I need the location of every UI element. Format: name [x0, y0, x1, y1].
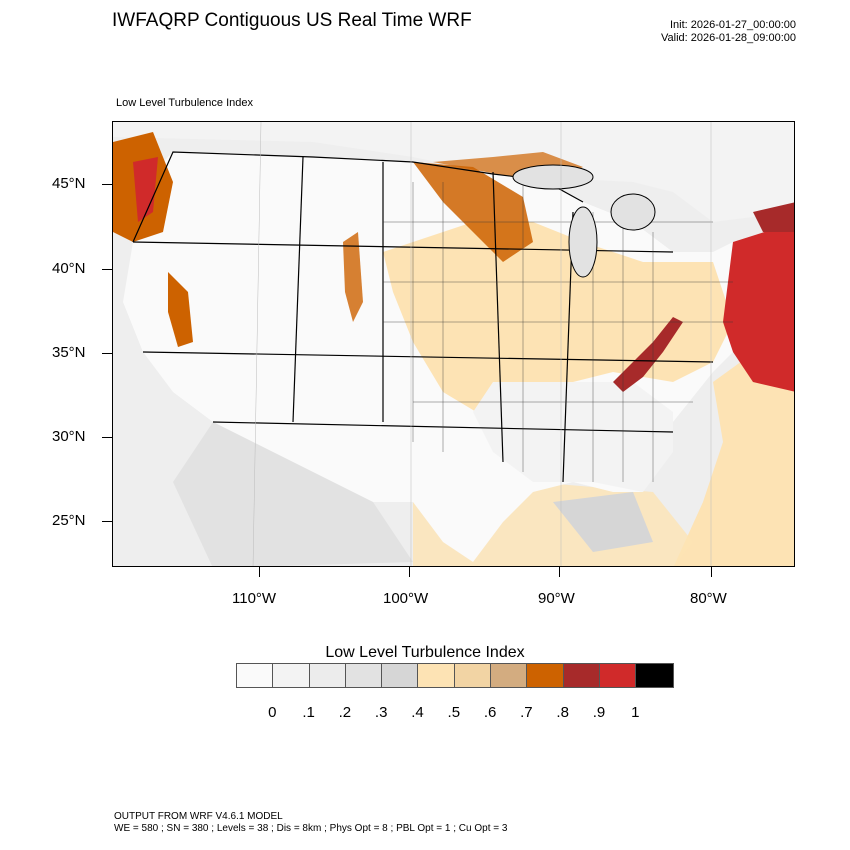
- lake-huron: [610, 193, 656, 231]
- appalachian-red: [613, 317, 683, 392]
- legend-swatch: [273, 664, 310, 687]
- lat-tick: [102, 521, 112, 522]
- legend-swatch: [309, 664, 346, 687]
- legend-tick-label: .6: [483, 704, 497, 721]
- legend-swatch: [237, 664, 274, 687]
- lat-tick: [102, 269, 112, 270]
- lon-label-80: 80°W: [690, 590, 727, 607]
- lon-label-90: 90°W: [538, 590, 575, 607]
- run-times: Init: 2026-01-27_00:00:00 Valid: 2026-01…: [661, 19, 796, 45]
- legend-tick-label: .8: [556, 704, 569, 721]
- map-subtitle: Low Level Turbulence Index: [116, 97, 253, 109]
- lon-tick: [409, 567, 410, 577]
- lon-tick: [711, 567, 712, 577]
- lat-label-45: 45°N: [52, 175, 86, 192]
- lake-michigan: [568, 206, 598, 278]
- lat-tick: [102, 437, 112, 438]
- graticule: [252, 122, 712, 566]
- legend-tick-label: 0: [268, 704, 277, 721]
- valid-time: Valid: 2026-01-28_09:00:00: [661, 32, 796, 44]
- lat-label-40: 40°N: [52, 260, 86, 277]
- lon-tick: [259, 567, 260, 577]
- legend-swatch: [563, 664, 600, 687]
- legend-tick-label: .9: [592, 704, 606, 721]
- map-panel: [112, 121, 795, 567]
- east-coast-darkred: [753, 202, 794, 232]
- county-borders: [383, 182, 733, 482]
- legend-swatch: [491, 664, 528, 687]
- legend-swatch: [454, 664, 492, 687]
- lake-superior: [512, 164, 594, 190]
- legend-title: Low Level Turbulence Index: [325, 644, 525, 661]
- pnw-red: [133, 157, 158, 222]
- lat-tick: [102, 353, 112, 354]
- lon-label-110: 110°W: [232, 590, 277, 607]
- legend-tick-label: .4: [411, 704, 424, 721]
- color-legend: [236, 663, 674, 688]
- legend-swatch: [527, 664, 564, 687]
- page-title: IWFAQRP Contiguous US Real Time WRF: [112, 10, 472, 31]
- canada-region: [113, 122, 794, 222]
- legend-swatch: [636, 664, 673, 687]
- footer-config: WE = 580 ; SN = 380 ; Levels = 38 ; Dis …: [114, 823, 508, 834]
- lon-label-100: 100°W: [383, 590, 429, 607]
- legend-swatch: [382, 664, 419, 687]
- legend-tick-label: .1: [302, 704, 315, 721]
- rockies-orange: [343, 232, 363, 322]
- legend-swatch: [599, 664, 637, 687]
- init-time: Init: 2026-01-27_00:00:00: [670, 19, 796, 31]
- footer-model: OUTPUT FROM WRF V4.6.1 MODEL: [114, 811, 283, 822]
- legend-tick-label: .5: [447, 704, 461, 721]
- legend-swatch: [418, 664, 455, 687]
- lat-label-30: 30°N: [52, 428, 86, 445]
- legend-tick-label: .7: [520, 704, 533, 721]
- lat-tick: [102, 184, 112, 185]
- legend-tick-label: 1: [631, 704, 640, 721]
- gulf-gray: [553, 492, 653, 552]
- lat-label-25: 25°N: [52, 512, 86, 529]
- lon-tick: [559, 567, 560, 577]
- legend-swatch: [345, 664, 383, 687]
- legend-tick-label: .2: [338, 704, 352, 721]
- east-coast-red: [723, 222, 794, 392]
- map-canvas: [113, 122, 794, 566]
- sierra-orange: [168, 272, 193, 347]
- legend-tick-label: .3: [374, 704, 388, 721]
- mexico-gray: [173, 422, 413, 566]
- lat-label-35: 35°N: [52, 344, 86, 361]
